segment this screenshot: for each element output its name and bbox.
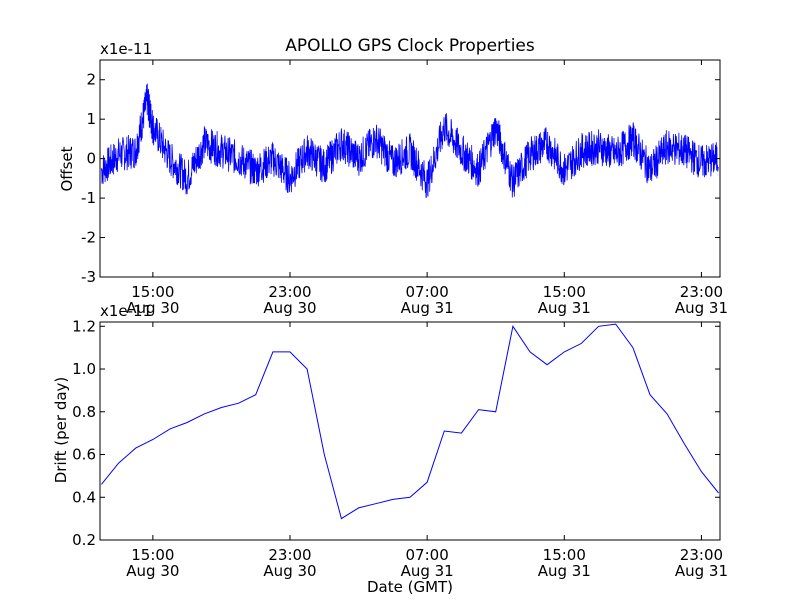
drift-x-axis-label: Date (GMT) xyxy=(367,578,453,596)
y-tick-label: 1.2 xyxy=(72,317,96,335)
x-tick-date-label: Aug 30 xyxy=(263,562,316,580)
x-tick-time-label: 23:00 xyxy=(268,546,311,564)
x-tick-date-label: Aug 30 xyxy=(263,299,316,317)
x-tick-time-label: 15:00 xyxy=(131,283,174,301)
x-tick-time-label: 15:00 xyxy=(131,546,174,564)
x-tick-date-label: Aug 31 xyxy=(401,299,454,317)
x-tick-time-label: 15:00 xyxy=(543,283,586,301)
y-tick-label: 1 xyxy=(86,110,96,128)
y-tick-label: 0.4 xyxy=(72,488,96,506)
y-tick-label: -1 xyxy=(81,189,96,207)
series-line xyxy=(101,323,719,520)
x-tick-time-label: 23:00 xyxy=(680,546,723,564)
offset-y-axis-label: Offset xyxy=(58,146,76,191)
x-tick-time-label: 07:00 xyxy=(406,546,449,564)
y-tick-label: 0.6 xyxy=(72,446,96,464)
x-tick-time-label: 23:00 xyxy=(680,283,723,301)
x-tick-date-label: Aug 30 xyxy=(126,562,179,580)
y-tick-label: 2 xyxy=(86,71,96,89)
series-line xyxy=(101,83,719,199)
x-tick-date-label: Aug 31 xyxy=(675,562,728,580)
drift-plot-frame xyxy=(99,321,721,541)
offset-chart: APOLLO GPS Clock Properties x1e-11 Offse… xyxy=(58,36,728,317)
y-tick-label: -3 xyxy=(81,268,96,286)
y-tick-label: -2 xyxy=(81,229,96,247)
x-tick-time-label: 15:00 xyxy=(543,546,586,564)
y-tick-label: 0.2 xyxy=(72,531,96,549)
x-tick-date-label: Aug 31 xyxy=(401,562,454,580)
x-tick-date-label: Aug 31 xyxy=(538,562,591,580)
drift-y-axis-label: Drift (per day) xyxy=(52,377,70,484)
y-tick-label: 0 xyxy=(86,150,96,168)
y-tick-label: 1.0 xyxy=(72,360,96,378)
chart-title: APOLLO GPS Clock Properties xyxy=(285,36,535,56)
drift-chart: x1e-11 Drift (per day) Date (GMT) 1.2 1.0… xyxy=(52,302,728,596)
x-tick-date-label: Aug 31 xyxy=(538,299,591,317)
x-tick-time-label: 07:00 xyxy=(406,283,449,301)
x-tick-date-label: Aug 30 xyxy=(126,299,179,317)
drift-multiplier-label: x1e-11 xyxy=(100,302,152,320)
offset-multiplier-label: x1e-11 xyxy=(100,40,152,58)
offset-plot-frame xyxy=(99,59,721,278)
x-tick-time-label: 23:00 xyxy=(268,283,311,301)
y-tick-label: 0.8 xyxy=(72,403,96,421)
x-tick-date-label: Aug 31 xyxy=(675,299,728,317)
